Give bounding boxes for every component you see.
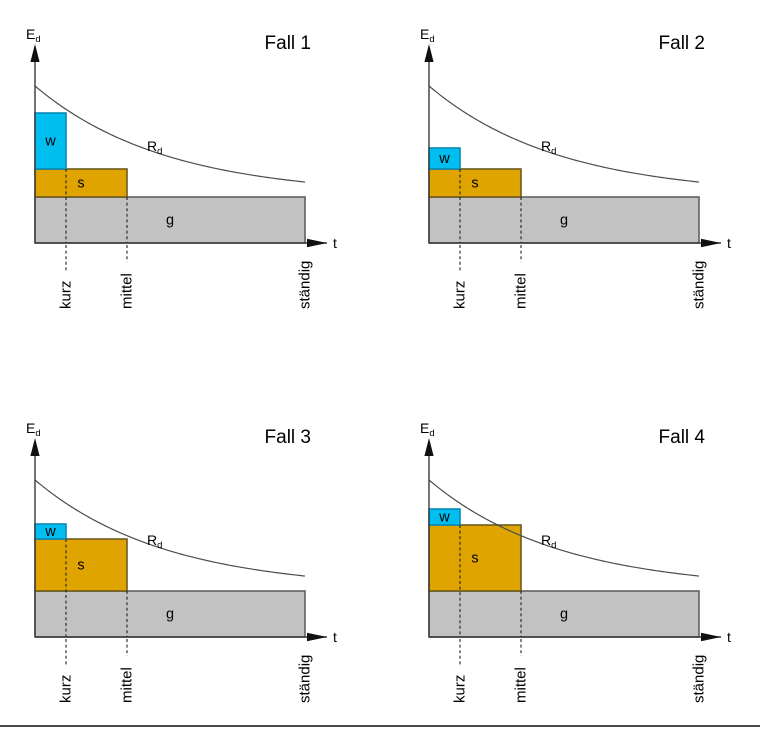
x-axis-label: t — [727, 629, 731, 645]
block-w-label: w — [438, 151, 450, 167]
bottom-rule — [0, 725, 760, 727]
block-s — [34, 168, 128, 198]
block-s — [428, 524, 522, 592]
block-g-label: g — [166, 607, 174, 623]
tick-label-mittel: mittel — [513, 667, 530, 703]
fall-4-chart: g s w Ed Rd t Fall 4 kurz mittel ständig — [420, 420, 731, 703]
x-axis-arrowhead — [307, 632, 327, 642]
block-s-label: s — [471, 176, 478, 192]
resistance-curve — [428, 479, 700, 577]
block-g — [428, 196, 700, 244]
curve-label: Rd — [147, 532, 162, 551]
tick-label-kurz: kurz — [452, 675, 469, 703]
tick-label-mittel: mittel — [119, 273, 136, 309]
block-g — [34, 196, 306, 244]
curve-label: Rd — [541, 138, 556, 157]
tick-label-mittel: mittel — [119, 667, 136, 703]
y-axis-label: Ed — [26, 26, 41, 45]
y-axis-arrowhead — [30, 44, 40, 62]
y-axis-label: Ed — [420, 26, 435, 45]
curve-label: Rd — [147, 138, 162, 157]
x-axis-arrowhead — [701, 632, 721, 642]
tick-label-staendig: ständig — [691, 261, 708, 309]
block-g — [428, 590, 700, 638]
block-s — [428, 168, 522, 198]
resistance-curve — [34, 479, 306, 577]
x-axis-label: t — [333, 235, 337, 251]
panel-title: Fall 1 — [265, 33, 311, 54]
tick-label-staendig: ständig — [297, 655, 314, 703]
y-axis-arrowhead — [424, 438, 434, 456]
panel-title: Fall 4 — [659, 427, 706, 448]
block-s-label: s — [77, 176, 84, 192]
x-axis-label: t — [727, 235, 731, 251]
block-w-label: w — [44, 134, 56, 150]
tick-label-kurz: kurz — [452, 281, 469, 309]
block-s-label: s — [471, 551, 478, 567]
tick-label-staendig: ständig — [297, 261, 314, 309]
tick-label-mittel: mittel — [513, 273, 530, 309]
resistance-curve — [34, 85, 306, 183]
x-axis-label: t — [333, 629, 337, 645]
block-g-label: g — [560, 213, 568, 229]
tick-label-kurz: kurz — [58, 675, 75, 703]
y-axis-label: Ed — [420, 420, 435, 439]
fall-3-chart: g s w Ed Rd t Fall 3 kurz mittel ständig — [26, 420, 337, 703]
block-g-label: g — [560, 607, 568, 623]
curve-label: Rd — [541, 532, 556, 551]
y-axis-arrowhead — [424, 44, 434, 62]
tick-label-kurz: kurz — [58, 281, 75, 309]
y-axis-arrowhead — [30, 438, 40, 456]
block-w-label: w — [44, 524, 56, 540]
fall-2-chart: g s w Ed Rd t Fall 2 kurz mittel ständig — [420, 26, 731, 309]
x-axis-arrowhead — [701, 238, 721, 248]
panel-title: Fall 2 — [659, 33, 705, 54]
fall-1-chart: g s w Ed Rd t Fall 1 kurz mittel ständig — [26, 26, 337, 309]
block-g-label: g — [166, 213, 174, 229]
block-s — [34, 538, 128, 592]
block-s-label: s — [77, 558, 84, 574]
block-w-label: w — [438, 510, 450, 526]
y-axis-label: Ed — [26, 420, 41, 439]
resistance-curve — [428, 85, 700, 183]
panel-title: Fall 3 — [265, 427, 311, 448]
tick-label-staendig: ständig — [691, 655, 708, 703]
block-w — [34, 112, 67, 170]
x-axis-arrowhead — [307, 238, 327, 248]
